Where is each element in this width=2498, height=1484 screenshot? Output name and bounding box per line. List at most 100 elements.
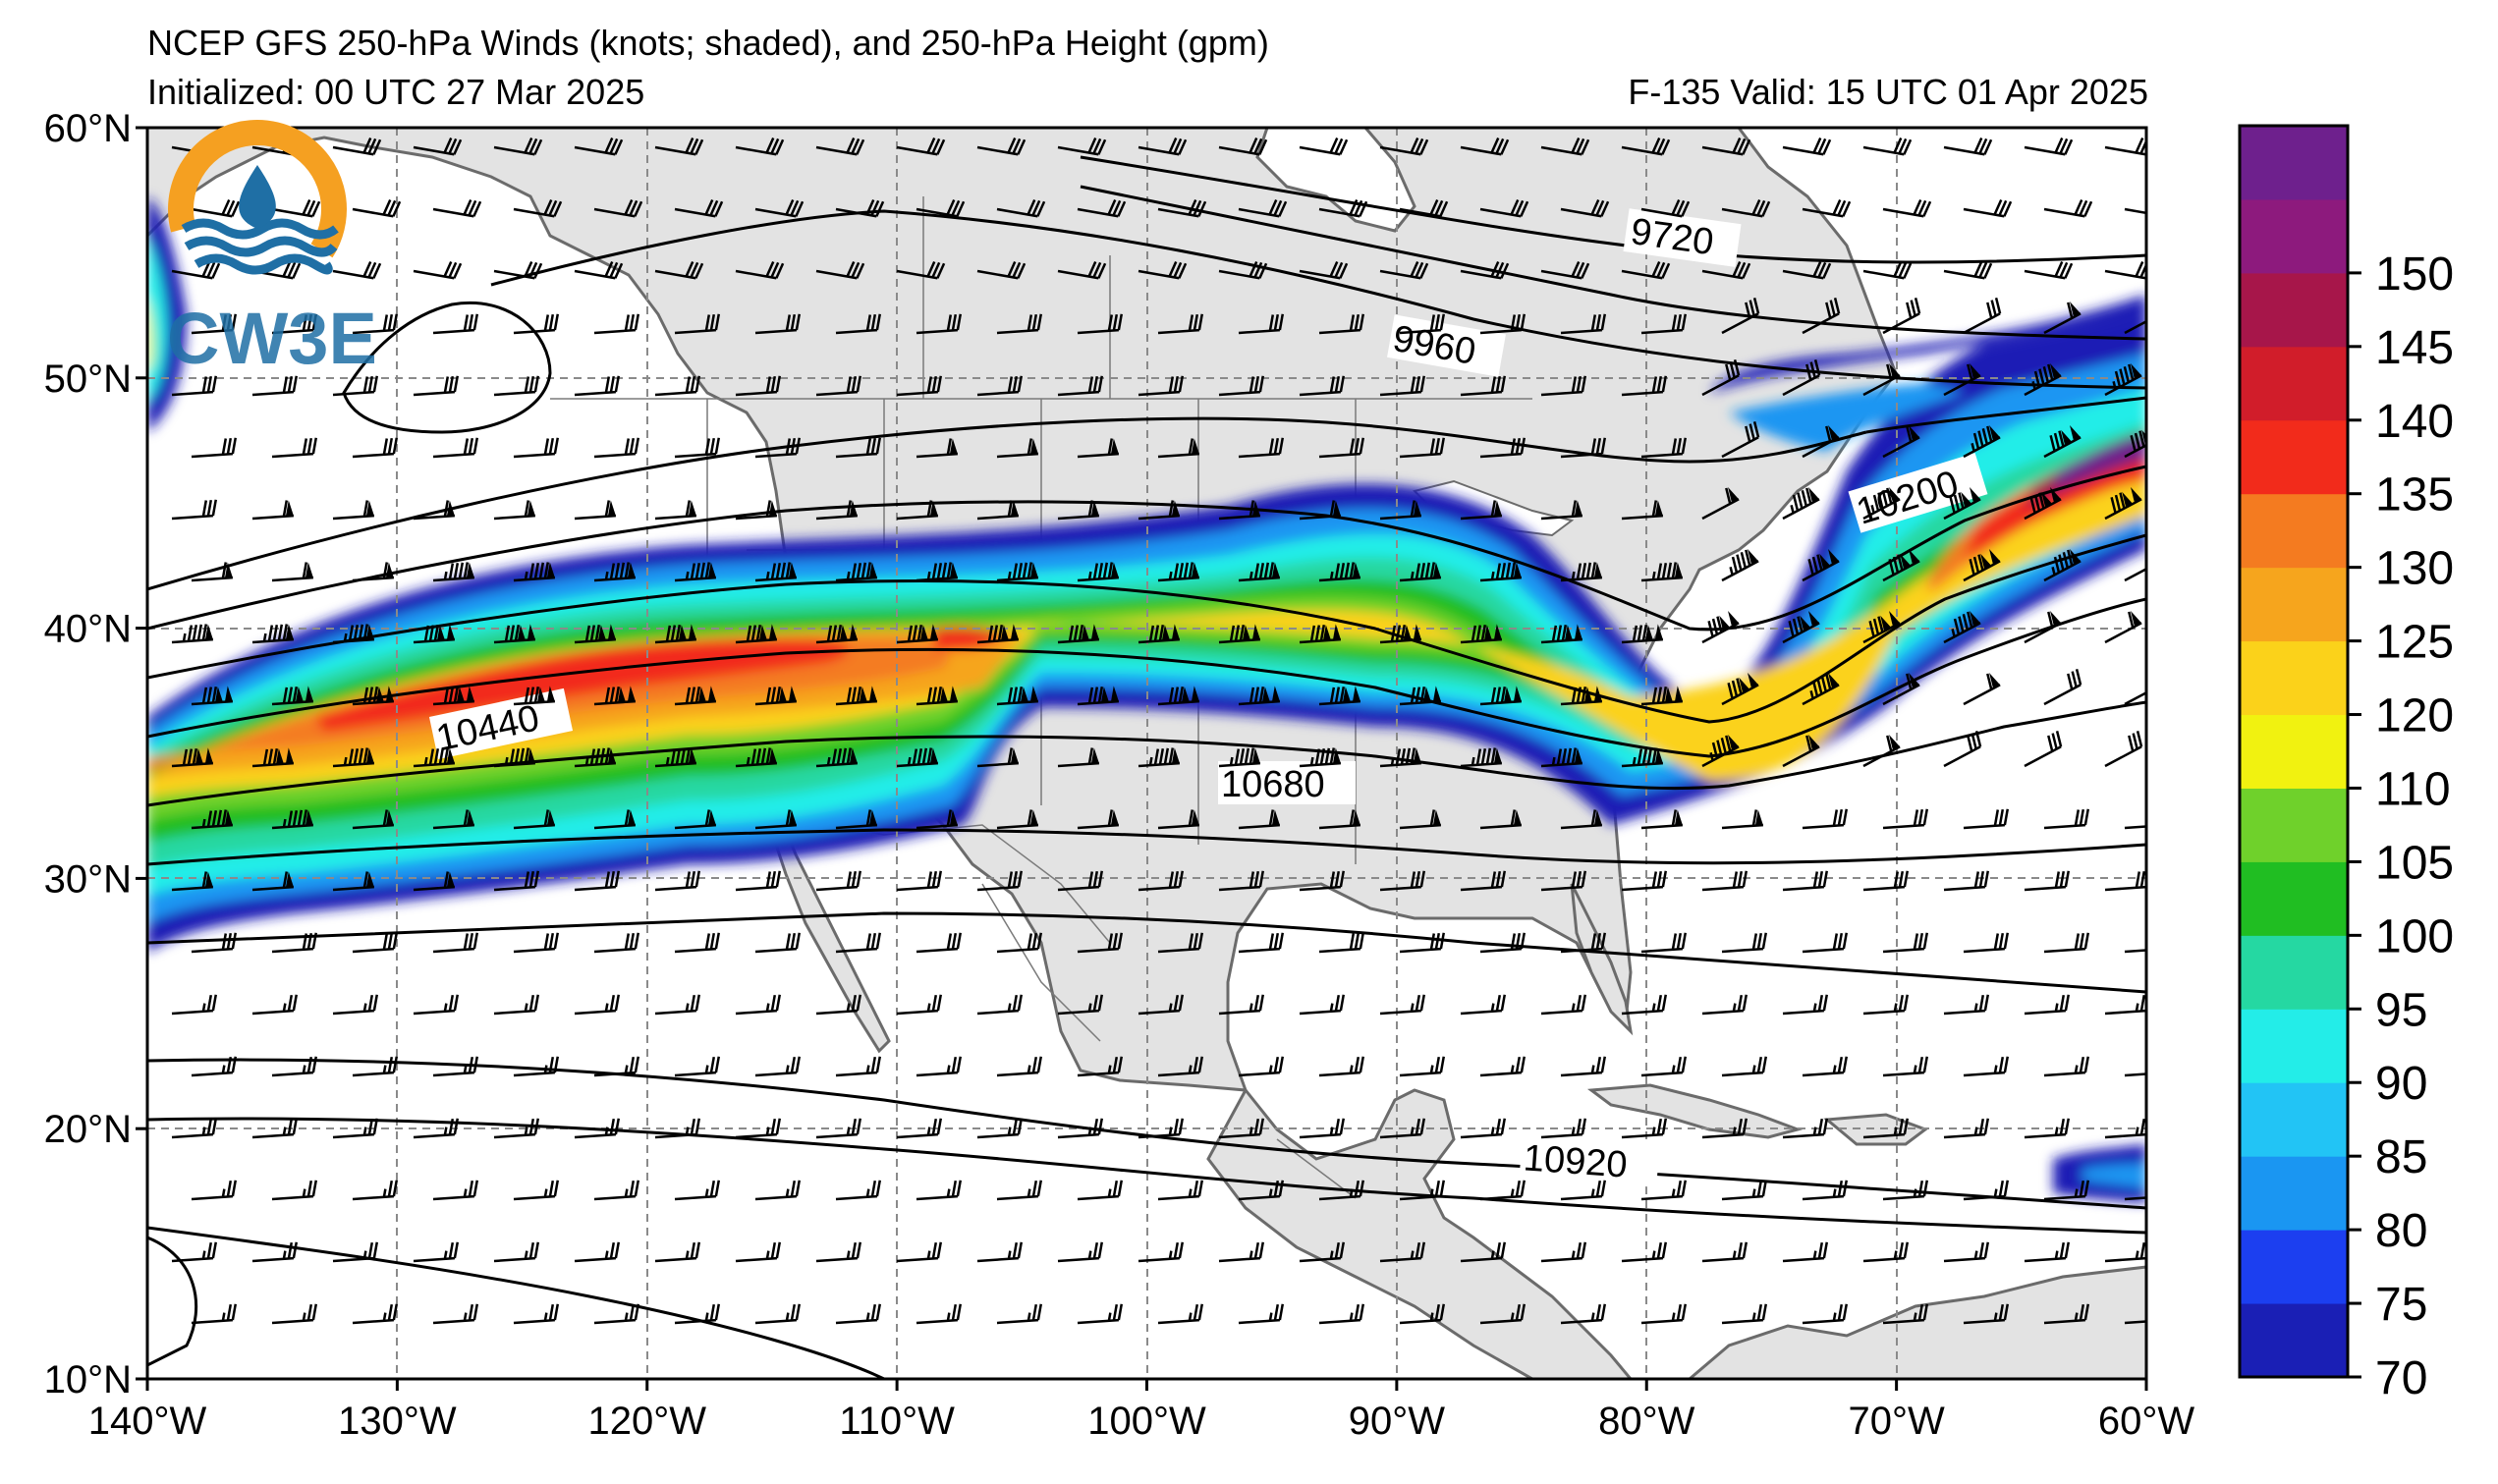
wind-barb (916, 1056, 963, 1077)
wind-barb (1057, 137, 1107, 156)
wind-barb (916, 562, 958, 582)
wind-barb (1077, 809, 1119, 830)
wind-barb (976, 994, 1024, 1016)
wind-barb (1157, 1180, 1204, 1201)
wind-barb (1560, 437, 1607, 459)
wind-barb (754, 562, 797, 582)
wind-barb (593, 1303, 640, 1325)
wind-barb (1540, 260, 1590, 280)
wind-barb (593, 1180, 640, 1201)
wind-barb (1640, 1056, 1688, 1077)
wind-barb (1621, 870, 1668, 892)
wind-barb (1399, 932, 1446, 954)
wind-barb (996, 809, 1038, 830)
wind-barb (896, 1241, 943, 1263)
logo-water-waves-icon (181, 218, 339, 275)
wind-barb (2024, 1118, 2071, 1139)
wind-barb (191, 1056, 238, 1077)
colorbar-label: 140 (2375, 396, 2454, 448)
wind-barb (735, 137, 785, 156)
wind-barb (1460, 747, 1502, 768)
wind-barb (976, 870, 1024, 892)
wind-barb (1540, 747, 1582, 768)
wind-barb (1943, 730, 1982, 768)
wind-barb (574, 1118, 621, 1139)
lat-tick-label: 30°N (44, 857, 132, 901)
wind-barb (674, 1303, 721, 1325)
colorbar-label: 75 (2375, 1279, 2427, 1331)
wind-barb (1157, 313, 1204, 335)
wind-barb (432, 313, 479, 335)
wind-barb (191, 1180, 238, 1201)
baja-peninsula (769, 799, 891, 1054)
wind-barb (1479, 1180, 1527, 1201)
wind-barb (1560, 198, 1610, 218)
wind-barb (251, 871, 294, 892)
wind-barb (1077, 686, 1119, 706)
wind-barb (593, 809, 636, 830)
wind-barb (191, 1303, 238, 1325)
wind-barb (1943, 137, 1993, 156)
lat-tick-label: 20°N (44, 1108, 132, 1151)
wind-barb (1138, 747, 1180, 768)
wind-barb (835, 1180, 882, 1201)
wind-barb (352, 686, 394, 706)
wind-barb (513, 198, 563, 218)
wind-barb (1882, 297, 1921, 335)
wind-barb (191, 437, 238, 459)
wind-barb (171, 260, 221, 280)
wind-barb (2104, 1241, 2146, 1263)
wind-barb (976, 1241, 1024, 1263)
wind-barb (513, 1303, 560, 1325)
wind-barb (1318, 809, 1360, 830)
wind-barb (1540, 1241, 1587, 1263)
wind-barb (1299, 747, 1341, 768)
wind-barb (1721, 809, 1763, 830)
wind-barb (1318, 437, 1365, 459)
wind-barb (493, 747, 535, 768)
wind-barb (2024, 994, 2071, 1016)
wind-barb (1157, 809, 1199, 830)
wind-barb (735, 375, 782, 397)
wind-barb (1399, 198, 1449, 218)
wind-barb (1621, 375, 1668, 397)
wind-barb (1379, 1241, 1426, 1263)
wind-barb (171, 1118, 218, 1139)
wind-barb (432, 198, 482, 218)
wind-barb (1318, 562, 1360, 582)
wind-barb (251, 994, 299, 1016)
wind-barb (896, 1118, 943, 1139)
wind-barb (1157, 686, 1199, 706)
wind-barb (2104, 870, 2146, 892)
wind-barb (1540, 1118, 1587, 1139)
wind-barb (1379, 500, 1421, 521)
wind-barb (1540, 375, 1587, 397)
wind-barb (1077, 562, 1119, 582)
wind-barb (1621, 500, 1663, 521)
wind-barb (171, 375, 218, 397)
wind-barb (1379, 624, 1421, 644)
wind-barb (1540, 994, 1587, 1016)
wind-barb (191, 809, 233, 830)
wind-barb (996, 1303, 1043, 1325)
wind-barb (735, 1118, 782, 1139)
wind-barb (976, 375, 1024, 397)
wind-barb (2024, 611, 2062, 644)
wind-barb (1782, 137, 1832, 156)
wind-barb (654, 870, 701, 892)
colorbar-label: 150 (2375, 248, 2454, 301)
wind-barb (574, 870, 621, 892)
wind-barb (1157, 1056, 1204, 1077)
wind-barb (352, 1180, 399, 1201)
wind-barb (976, 1118, 1024, 1139)
wind-barb (1701, 358, 1741, 397)
wind-barb (1077, 1180, 1124, 1201)
wind-barb (2104, 1118, 2146, 1139)
wind-barb (976, 500, 1019, 521)
wind-barb (1318, 198, 1368, 218)
wind-barb (1701, 735, 1740, 768)
wind-barb (1479, 1056, 1527, 1077)
wind-barb (1882, 549, 1920, 582)
wind-barb (735, 870, 782, 892)
wind-barb (976, 747, 1019, 768)
